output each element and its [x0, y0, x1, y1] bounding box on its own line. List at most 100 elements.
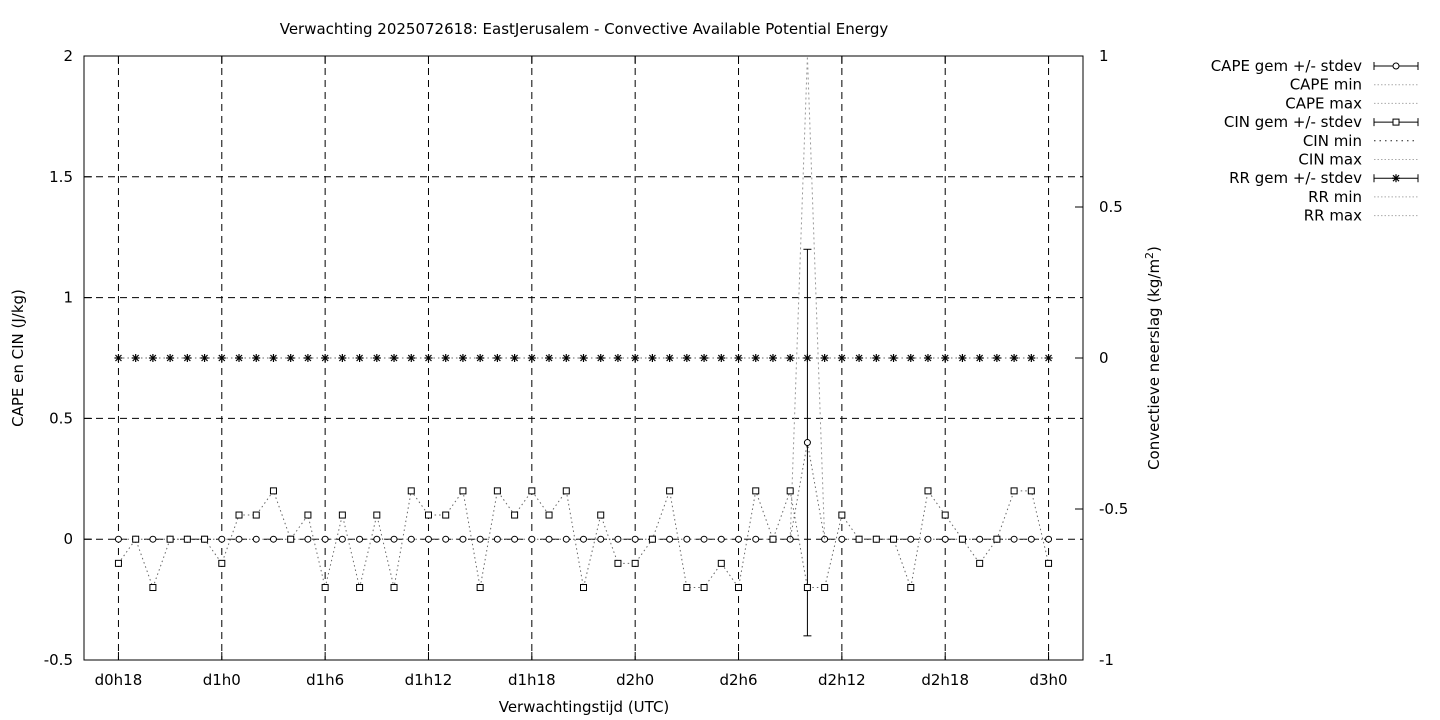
- legend-label: CIN min: [1303, 132, 1362, 150]
- data-point: [1027, 354, 1036, 362]
- y-tick-label: -0.5: [44, 651, 73, 669]
- data-point: [735, 584, 743, 592]
- data-point: [338, 535, 346, 543]
- x-tick-label: d1h6: [306, 671, 344, 689]
- data-point: [252, 511, 260, 519]
- x-tick-label: d0h18: [95, 671, 143, 689]
- data-point: [442, 511, 450, 519]
- data-point: [907, 584, 915, 592]
- data-point: [493, 487, 501, 495]
- data-point: [648, 354, 657, 362]
- data-point: [596, 354, 605, 362]
- y-tick-label: 0: [63, 530, 73, 548]
- legend-entry: RR min: [1308, 188, 1418, 206]
- data-point: [717, 535, 725, 543]
- data-point: [304, 511, 312, 519]
- data-point: [217, 354, 226, 362]
- data-point: [597, 511, 605, 519]
- data-point: [218, 559, 226, 567]
- data-point: [872, 535, 880, 543]
- x-tick-label: d1h12: [405, 671, 453, 689]
- data-point: [613, 354, 622, 362]
- data-point: [752, 487, 760, 495]
- data-point: [941, 511, 949, 519]
- legend-label: CIN gem +/- stdev: [1224, 113, 1362, 131]
- data-point: [510, 354, 519, 362]
- x-tick-label: d3h0: [1029, 671, 1067, 689]
- y2-axis-label: Convectieve neerslag (kg/m2): [1143, 246, 1163, 470]
- data-point: [752, 535, 760, 543]
- legend-entry: CIN gem +/- stdev: [1224, 113, 1419, 131]
- data-point: [580, 584, 587, 592]
- data-point: [631, 354, 640, 362]
- data-point: [528, 535, 536, 543]
- data-point: [1010, 535, 1018, 543]
- data-point: [872, 354, 881, 362]
- data-point: [735, 535, 743, 543]
- data-point: [786, 487, 794, 495]
- data-point: [321, 535, 329, 543]
- data-point: [958, 354, 967, 362]
- y2-tick-label: -0.5: [1099, 500, 1128, 518]
- data-point: [768, 354, 777, 362]
- data-point: [527, 354, 536, 362]
- data-point: [390, 535, 398, 543]
- legend-label: CAPE gem +/- stdev: [1211, 57, 1362, 75]
- data-point: [820, 354, 829, 362]
- series: [114, 487, 1053, 592]
- data-point: [166, 354, 175, 362]
- data-point: [218, 535, 226, 543]
- data-point: [148, 354, 157, 362]
- data-point: [149, 584, 157, 592]
- data-point: [803, 584, 811, 592]
- data-point: [441, 354, 450, 362]
- data-point: [269, 535, 277, 543]
- data-point: [114, 354, 123, 362]
- data-point: [579, 354, 588, 362]
- x-tick-label: d1h0: [203, 671, 241, 689]
- data-point: [838, 511, 846, 519]
- data-point: [717, 559, 725, 567]
- y-tick-label: 1.5: [49, 168, 73, 186]
- x-axis-label: Verwachtingstijd (UTC): [499, 698, 670, 716]
- data-point: [803, 439, 811, 447]
- data-point: [562, 535, 570, 543]
- legend-entry: CAPE max: [1285, 94, 1418, 112]
- data-point: [562, 354, 571, 362]
- data-point: [476, 354, 485, 362]
- data-point: [700, 354, 709, 362]
- data-point: [923, 354, 932, 362]
- data-point: [321, 354, 330, 362]
- legend-marker: [1392, 62, 1400, 70]
- data-point: [287, 535, 295, 543]
- y-tick-label: 1: [63, 289, 73, 307]
- series: [114, 248, 1053, 637]
- data-point: [614, 535, 622, 543]
- data-point: [235, 511, 243, 519]
- data-point: [1044, 354, 1053, 362]
- data-point: [975, 354, 984, 362]
- data-point: [890, 535, 898, 543]
- data-point: [459, 487, 467, 495]
- data-point: [338, 354, 347, 362]
- data-point: [149, 535, 157, 543]
- data-point: [201, 535, 209, 543]
- data-point: [407, 535, 415, 543]
- data-point: [924, 487, 932, 495]
- legend-entry: CAPE gem +/- stdev: [1211, 57, 1419, 75]
- data-point: [992, 354, 1001, 362]
- data-point: [476, 535, 484, 543]
- data-point: [717, 354, 726, 362]
- x-tick-label: d2h0: [616, 671, 654, 689]
- data-point: [751, 354, 760, 362]
- data-point: [269, 354, 278, 362]
- data-point: [286, 354, 295, 362]
- data-point: [1045, 535, 1053, 543]
- data-point: [906, 354, 915, 362]
- data-point: [941, 354, 950, 362]
- data-point: [855, 354, 864, 362]
- legend-label: CAPE min: [1290, 76, 1362, 94]
- data-point: [821, 535, 829, 543]
- data-point: [528, 487, 536, 495]
- x-tick-label: d1h18: [508, 671, 556, 689]
